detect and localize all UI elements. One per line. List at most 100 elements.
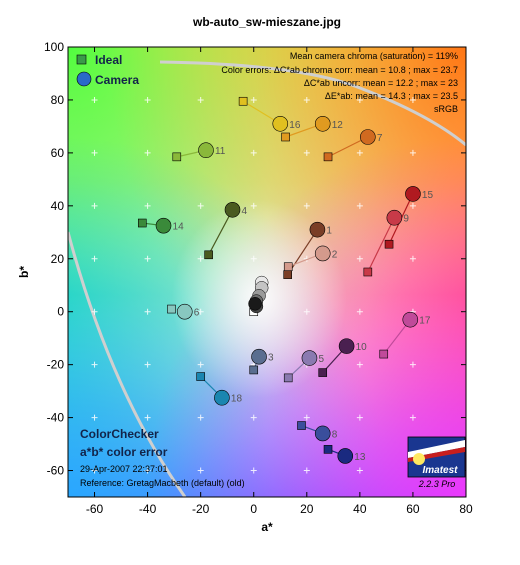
ideal-point-6 [167,304,176,314]
grid-cross [250,202,257,209]
legend-ideal-marker [76,54,87,65]
legend-camera-label: Camera [95,73,139,87]
grid-cross [197,308,204,315]
grid-cross [356,149,363,156]
patch-label-15: 15 [422,190,434,201]
error-line-1 [287,229,318,275]
ideal-point-11 [172,152,182,162]
grid-cross [303,308,310,315]
camera-point-9 [386,209,403,226]
ideal-point-1 [283,270,292,279]
info-line-3: ΔC*ab uncorr: mean = 12.2 ; max = 23 [304,78,458,88]
grid-cross [356,467,363,474]
grid-cross [197,255,204,262]
patch-label-5: 5 [318,354,324,365]
gamut-boundary-top [159,60,466,147]
ideal-point-10 [318,368,328,377]
info-line-2: Color errors: ΔC*ab chroma corr: mean = … [221,65,458,75]
ideal-point-9 [363,267,373,277]
grid-cross [409,414,416,421]
camera-point-10 [338,338,355,354]
grid-cross [409,96,416,103]
legend-camera-marker [76,71,92,87]
grid-cross [144,414,151,421]
grid-cross [197,202,204,209]
grid-cross [91,308,98,315]
x-tick-label: 0 [250,502,257,516]
grid-cross [250,96,257,103]
camera-point-13 [337,448,354,464]
ideal-point-13 [323,445,333,454]
grid-cross [197,414,204,421]
patch-label-17: 17 [419,316,431,327]
camera-point-15 [405,186,421,202]
logo-text: Imatest [422,465,458,476]
grid-cross [303,149,310,156]
grid-cross [144,361,151,368]
ideal-point-12 [281,132,290,142]
x-axis-label: a* [261,520,273,534]
patch-label-16: 16 [289,120,301,131]
axis-ticks: -60 -40 -20 0 20 40 60 80 -60 -40 -20 0 20 40 60 80 100 [44,40,473,516]
x-tick-label: -20 [192,502,210,516]
grid-cross [197,361,204,368]
grid-cross [356,96,363,103]
legend-ideal-label: Ideal [95,53,122,67]
grid-cross [144,467,151,474]
info-line-5: sRGB [434,104,458,114]
camera-point-12 [314,115,331,132]
plot-background [68,47,466,497]
x-tick-label: 40 [353,502,367,516]
ideal-point-8 [297,421,306,430]
patch-label-7: 7 [377,133,383,144]
camera-point-6 [176,303,193,320]
logo-version: 2.2.3 Pro [418,479,456,489]
patch-label-18: 18 [231,394,243,405]
chart-title: wb-auto_sw-mieszane.jpg [192,15,341,29]
grid-cross [356,308,363,315]
grid-cross [91,467,98,474]
camera-point-3 [251,348,267,365]
grid-cross [91,414,98,421]
grid-cross [356,202,363,209]
x-tick-label: 20 [300,502,314,516]
panel-date: 29-Apr-2007 22:37:01 [80,464,168,474]
grid-cross [144,149,151,156]
patch-label-13: 13 [354,452,366,463]
ideal-point-16 [238,96,248,106]
grid-cross [409,361,416,368]
patch-label-12: 12 [332,120,344,131]
camera-point-18 [214,389,230,406]
legend: Ideal Camera [76,53,139,87]
error-line-9 [367,217,395,273]
grid-cross [91,202,98,209]
grid-cross [144,202,151,209]
grid-cross [409,255,416,262]
camera-point-neutral-6 [248,297,262,311]
patch-label-1: 1 [326,226,332,237]
patch-label-8: 8 [332,429,338,440]
grid-cross [250,467,257,474]
plot-frame [67,46,467,498]
info-line-1: Mean camera chroma (saturation) = 119% [290,51,458,61]
y-tick-label: 60 [51,146,65,160]
panel-subtitle: a*b* color error [80,445,168,459]
grid-cross [250,255,257,262]
grid-cross [250,149,257,156]
info-line-4: ΔE*ab: mean = 14.3 ; max = 23.5 [325,91,458,101]
y-tick-label: -60 [47,464,65,478]
error-line-4 [208,209,234,256]
ideal-point-2 [283,262,293,272]
ideal-point-3 [249,365,259,375]
patch-label-14: 14 [173,222,185,233]
camera-point-2 [314,245,331,262]
ideal-point-14 [137,218,147,228]
camera-point-7 [360,129,376,145]
y-tick-label: 40 [51,199,65,213]
panel-title: ColorChecker [80,427,159,441]
patch-label-10: 10 [356,342,368,353]
grid-cross [303,414,310,421]
grid-cross [144,255,151,262]
